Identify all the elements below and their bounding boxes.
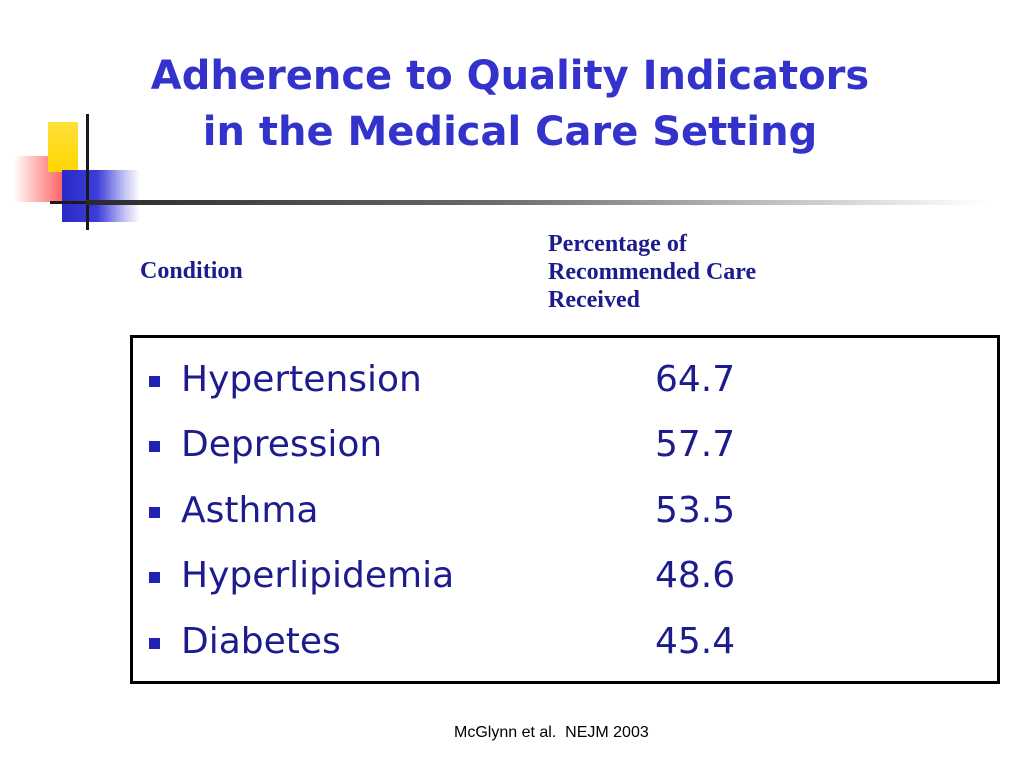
table-row: Asthma 53.5 <box>133 477 997 537</box>
conditions-table-box: Hypertension 64.7 Depression 57.7 Asthma… <box>130 335 1000 684</box>
percentage-value: 64.7 <box>655 359 736 400</box>
table-row: Hyperlipidemia 48.6 <box>133 542 997 602</box>
percentage-value: 45.4 <box>655 621 736 662</box>
slide-title-line-1: Adherence to Quality Indicators <box>150 53 870 99</box>
condition-label: Asthma <box>181 490 319 531</box>
percentage-column-header: Percentage of Recommended Care Received <box>548 230 868 314</box>
percentage-header-line-1: Percentage of <box>548 231 687 257</box>
decorative-yellow-square <box>48 122 78 172</box>
table-row: Depression 57.7 <box>133 411 997 471</box>
condition-label: Hyperlipidemia <box>181 555 455 596</box>
decorative-horizontal-line <box>50 201 110 204</box>
percentage-value: 57.7 <box>655 424 736 465</box>
condition-column-header: Condition <box>140 258 243 284</box>
citation-footer: McGlynn et al. NEJM 2003 <box>454 724 649 741</box>
bullet-square-icon <box>149 572 160 583</box>
condition-label: Diabetes <box>181 621 341 662</box>
percentage-value: 53.5 <box>655 490 736 531</box>
bullet-square-icon <box>149 507 160 518</box>
bullet-square-icon <box>149 441 160 452</box>
table-row: Hypertension 64.7 <box>133 346 997 406</box>
condition-label: Depression <box>181 424 383 465</box>
slide-title-line-2: in the Medical Care Setting <box>202 109 818 155</box>
bullet-square-icon <box>149 638 160 649</box>
bullet-square-icon <box>149 376 160 387</box>
percentage-value: 48.6 <box>655 555 736 596</box>
decorative-vertical-line <box>86 114 89 230</box>
table-row: Diabetes 45.4 <box>133 608 997 668</box>
percentage-header-line-2: Recommended Care <box>548 259 757 285</box>
decorative-blue-square <box>62 170 140 222</box>
title-underline-rule <box>86 200 986 205</box>
slide-title: Adherence to Quality Indicators in the M… <box>60 48 960 160</box>
percentage-header-line-3: Received <box>548 287 640 313</box>
condition-label: Hypertension <box>181 359 422 400</box>
